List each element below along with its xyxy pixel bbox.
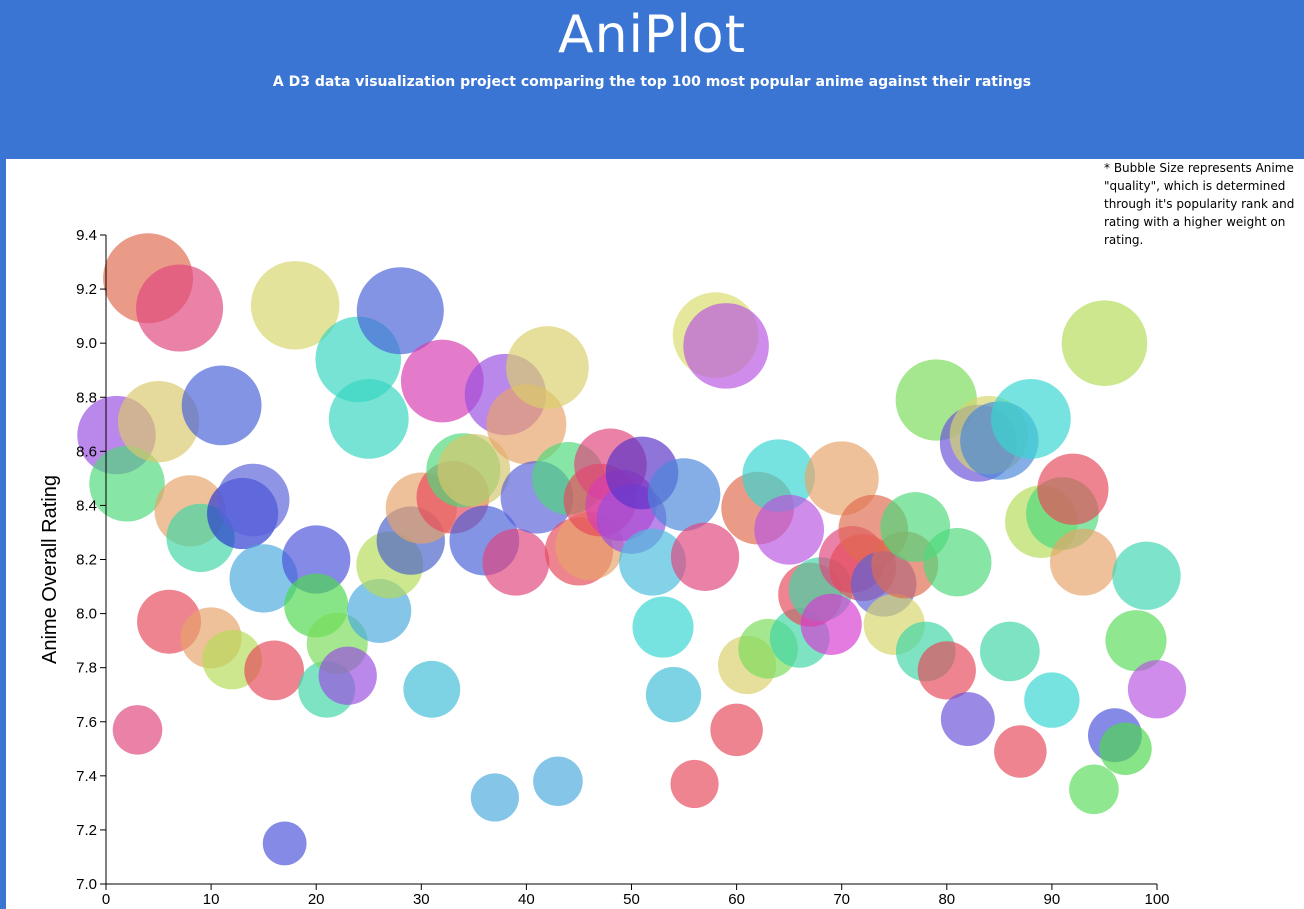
bubble-6[interactable] bbox=[136, 264, 224, 352]
y-tick-label: 8.4 bbox=[76, 497, 97, 514]
bubble-97[interactable] bbox=[1105, 610, 1167, 672]
page-subtitle: A D3 data visualization project comparin… bbox=[272, 74, 1032, 90]
bubble-51[interactable] bbox=[619, 528, 686, 596]
x-tick-label: 90 bbox=[1044, 891, 1061, 908]
bubble-10[interactable] bbox=[181, 365, 262, 446]
header-banner: AniPlot A D3 data visualization project … bbox=[0, 0, 1304, 159]
bubble-4[interactable] bbox=[117, 380, 200, 463]
bubble-1[interactable] bbox=[89, 446, 165, 522]
bubble-42[interactable] bbox=[533, 756, 583, 807]
x-tick-label: 20 bbox=[308, 891, 325, 908]
bubble-22[interactable] bbox=[318, 646, 377, 705]
bubble-53[interactable] bbox=[645, 667, 702, 723]
bubble-63[interactable] bbox=[742, 439, 815, 512]
y-tick-label: 7.4 bbox=[76, 768, 97, 785]
x-tick-label: 40 bbox=[518, 891, 535, 908]
page-title: AniPlot bbox=[558, 5, 746, 65]
x-tick-label: 70 bbox=[833, 891, 850, 908]
bubble-54[interactable] bbox=[647, 458, 721, 531]
y-tick-label: 7.0 bbox=[76, 876, 97, 893]
y-tick-label: 8.2 bbox=[76, 552, 97, 569]
bubble-31[interactable] bbox=[400, 339, 484, 423]
y-tick-label: 7.8 bbox=[76, 660, 97, 677]
bubble-27[interactable] bbox=[356, 267, 444, 355]
bubble-93[interactable] bbox=[1069, 764, 1119, 815]
y-tick-label: 9.4 bbox=[76, 227, 97, 244]
bubble-85[interactable] bbox=[980, 621, 1040, 682]
bubble-18[interactable] bbox=[282, 525, 351, 594]
x-tick-label: 10 bbox=[203, 891, 220, 908]
bubble-16[interactable] bbox=[262, 821, 307, 866]
bubble-size-note: * Bubble Size represents Anime "quality"… bbox=[1104, 161, 1295, 247]
bubble-55[interactable] bbox=[670, 759, 719, 809]
bubble-94[interactable] bbox=[1061, 300, 1148, 386]
y-tick-label: 8.6 bbox=[76, 443, 97, 460]
bubble-87[interactable] bbox=[990, 378, 1071, 459]
bubble-15[interactable] bbox=[244, 640, 304, 701]
bubble-80[interactable] bbox=[923, 528, 992, 597]
bubble-79[interactable] bbox=[917, 641, 976, 700]
bubble-99[interactable] bbox=[1127, 660, 1187, 719]
x-tick-label: 100 bbox=[1144, 891, 1169, 908]
y-tick-label: 8.0 bbox=[76, 606, 97, 623]
bubble-91[interactable] bbox=[1037, 453, 1109, 525]
bubble-38[interactable] bbox=[482, 528, 550, 596]
x-tick-label: 50 bbox=[623, 891, 640, 908]
bubble-58[interactable] bbox=[683, 303, 769, 389]
bubble-86[interactable] bbox=[994, 725, 1047, 778]
y-tick-label: 7.2 bbox=[76, 822, 97, 839]
bubble-92[interactable] bbox=[1049, 528, 1117, 596]
bubble-layer bbox=[77, 233, 1187, 866]
bubble-98[interactable] bbox=[1112, 541, 1181, 610]
y-axis: 7.0 7.2 7.4 7.6 7.8 8.0 8.2 8.4 8.6 8.8 9.0 9.2 9.4 bbox=[76, 227, 107, 893]
y-tick-label: 8.8 bbox=[76, 389, 97, 406]
y-tick-label: 9.2 bbox=[76, 281, 97, 298]
bubble-14[interactable] bbox=[229, 544, 298, 613]
bubble-41[interactable] bbox=[506, 326, 589, 409]
bubble-64[interactable] bbox=[754, 494, 825, 565]
bubble-24[interactable] bbox=[328, 378, 409, 459]
x-tick-label: 60 bbox=[728, 891, 745, 908]
bubble-36[interactable] bbox=[470, 773, 519, 822]
bubble-59[interactable] bbox=[710, 703, 763, 757]
bubble-81[interactable] bbox=[940, 692, 995, 747]
bubble-13[interactable] bbox=[216, 463, 290, 537]
x-tick-label: 80 bbox=[938, 891, 955, 908]
x-tick-label: 30 bbox=[413, 891, 430, 908]
x-axis: 0 10 20 30 40 50 60 70 80 90 100 bbox=[102, 883, 1170, 908]
x-tick-label: 0 bbox=[102, 891, 110, 908]
bubble-69[interactable] bbox=[804, 441, 879, 516]
bubble-52[interactable] bbox=[632, 596, 694, 658]
bubble-34[interactable] bbox=[437, 433, 511, 507]
bubble-30[interactable] bbox=[403, 660, 461, 718]
bubble-68[interactable] bbox=[800, 593, 862, 655]
bubble-17[interactable] bbox=[250, 261, 340, 350]
y-axis-title: Anime Overall Rating bbox=[39, 475, 61, 664]
bubble-56[interactable] bbox=[670, 522, 740, 591]
y-tick-label: 9.0 bbox=[76, 335, 97, 352]
bubble-2[interactable] bbox=[112, 705, 163, 755]
bubble-89[interactable] bbox=[1024, 672, 1080, 728]
y-tick-label: 7.6 bbox=[76, 714, 97, 731]
bubble-96[interactable] bbox=[1099, 722, 1152, 776]
